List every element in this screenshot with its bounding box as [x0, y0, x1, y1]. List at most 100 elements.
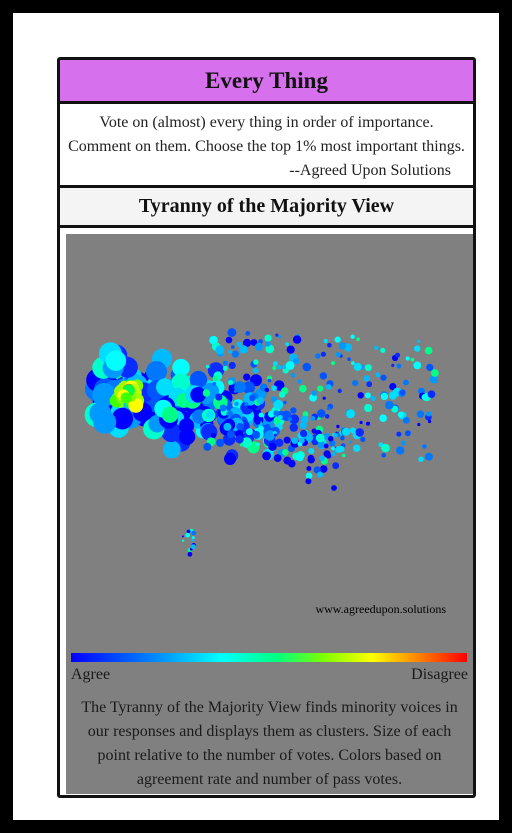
cluster-point: [273, 361, 278, 367]
cluster-point: [347, 357, 351, 361]
cluster-point: [350, 334, 355, 339]
cluster-point: [185, 532, 190, 538]
cluster-point: [416, 339, 421, 344]
description-text: Vote on (almost) every thing in order of…: [68, 114, 465, 155]
cluster-point: [258, 425, 264, 432]
cluster-point: [233, 389, 238, 393]
cluster-point: [388, 391, 398, 400]
cluster-point: [322, 396, 326, 400]
cluster-point: [317, 385, 324, 392]
scale-disagree-label: Disagree: [411, 666, 468, 683]
cluster-point: [254, 342, 263, 351]
cluster-point: [227, 328, 237, 337]
cluster-point: [365, 421, 371, 426]
cluster-point: [385, 400, 394, 410]
visualization-panel: www.agreedupon.solutions Agree Disagree …: [66, 234, 473, 794]
cluster-point: [256, 396, 265, 405]
cluster-point: [424, 452, 433, 461]
attribution-text: --Agreed Upon Solutions: [289, 162, 451, 179]
cluster-point: [289, 423, 298, 432]
cluster-point: [389, 383, 397, 391]
cluster-point: [317, 440, 325, 449]
cluster-point: [320, 351, 326, 357]
cluster-point: [267, 378, 272, 383]
cluster-point: [366, 381, 373, 388]
cluster-point: [334, 336, 341, 343]
cluster-point: [219, 404, 227, 412]
cluster-point: [417, 422, 421, 427]
cluster-point: [105, 350, 127, 371]
cluster-point: [315, 353, 321, 359]
cluster-point: [380, 347, 386, 353]
cluster-point: [299, 437, 305, 444]
cluster-point: [190, 544, 196, 550]
cluster-point: [256, 442, 260, 447]
cluster-point: [337, 433, 341, 437]
outer-frame: Every Thing Vote on (almost) every thing…: [13, 13, 499, 820]
cluster-point: [227, 430, 235, 439]
cluster-point: [244, 402, 249, 407]
cluster-point: [427, 419, 432, 424]
cluster-point: [243, 373, 251, 381]
cluster-point: [327, 436, 334, 442]
cluster-point: [364, 392, 371, 399]
cluster-point: [205, 364, 210, 369]
cluster-point: [335, 351, 341, 358]
cluster-point: [431, 369, 439, 377]
cluster-point: [364, 364, 372, 372]
cluster-point: [426, 363, 434, 371]
cluster-point: [421, 394, 428, 401]
cluster-point: [178, 418, 195, 434]
cluster-point: [305, 472, 313, 480]
cluster-point: [190, 387, 206, 403]
cluster-point: [337, 388, 342, 393]
cluster-point: [264, 387, 270, 393]
cluster-point: [288, 459, 296, 468]
cluster-point: [241, 437, 252, 448]
cluster-point: [273, 399, 284, 410]
cluster-point: [254, 419, 261, 425]
cluster-point: [235, 435, 244, 444]
cluster-point: [289, 414, 300, 425]
card: Every Thing Vote on (almost) every thing…: [57, 57, 476, 798]
cluster-point: [228, 349, 233, 354]
cluster-point: [327, 342, 332, 348]
cluster-point: [288, 417, 292, 422]
cluster-point: [239, 443, 243, 447]
cluster-point: [268, 442, 277, 451]
cluster-point: [380, 392, 389, 401]
cluster-point: [331, 485, 337, 491]
cluster-point: [223, 422, 232, 431]
cluster-point: [275, 438, 284, 447]
cluster-point: [285, 361, 295, 370]
cluster-point: [250, 339, 258, 346]
cluster-point: [216, 438, 225, 447]
cluster-point: [300, 415, 309, 424]
cluster-point: [375, 372, 381, 378]
cluster-point: [291, 437, 299, 444]
cluster-point: [222, 360, 228, 366]
cluster-point: [234, 401, 239, 407]
cluster-point: [179, 428, 196, 445]
cluster-point: [278, 335, 282, 339]
cluster-point: [422, 444, 427, 449]
cluster-point: [299, 421, 307, 429]
cluster-point: [224, 452, 237, 465]
cluster-point: [231, 345, 235, 349]
cluster-point: [212, 381, 217, 386]
cluster-point: [360, 436, 366, 442]
cluster-point: [381, 452, 387, 458]
cluster-point: [181, 539, 185, 542]
cluster-point: [264, 334, 272, 342]
cluster-point: [239, 345, 248, 354]
cluster-point: [353, 444, 361, 452]
cluster-point: [252, 430, 261, 439]
cluster-point: [236, 341, 242, 347]
cluster-point: [278, 415, 283, 420]
cluster-point: [319, 455, 325, 462]
cluster-point: [268, 410, 275, 418]
cluster-point: [146, 361, 167, 382]
cluster-point: [353, 362, 362, 371]
cluster-point: [222, 365, 228, 371]
cluster-point: [162, 440, 181, 459]
